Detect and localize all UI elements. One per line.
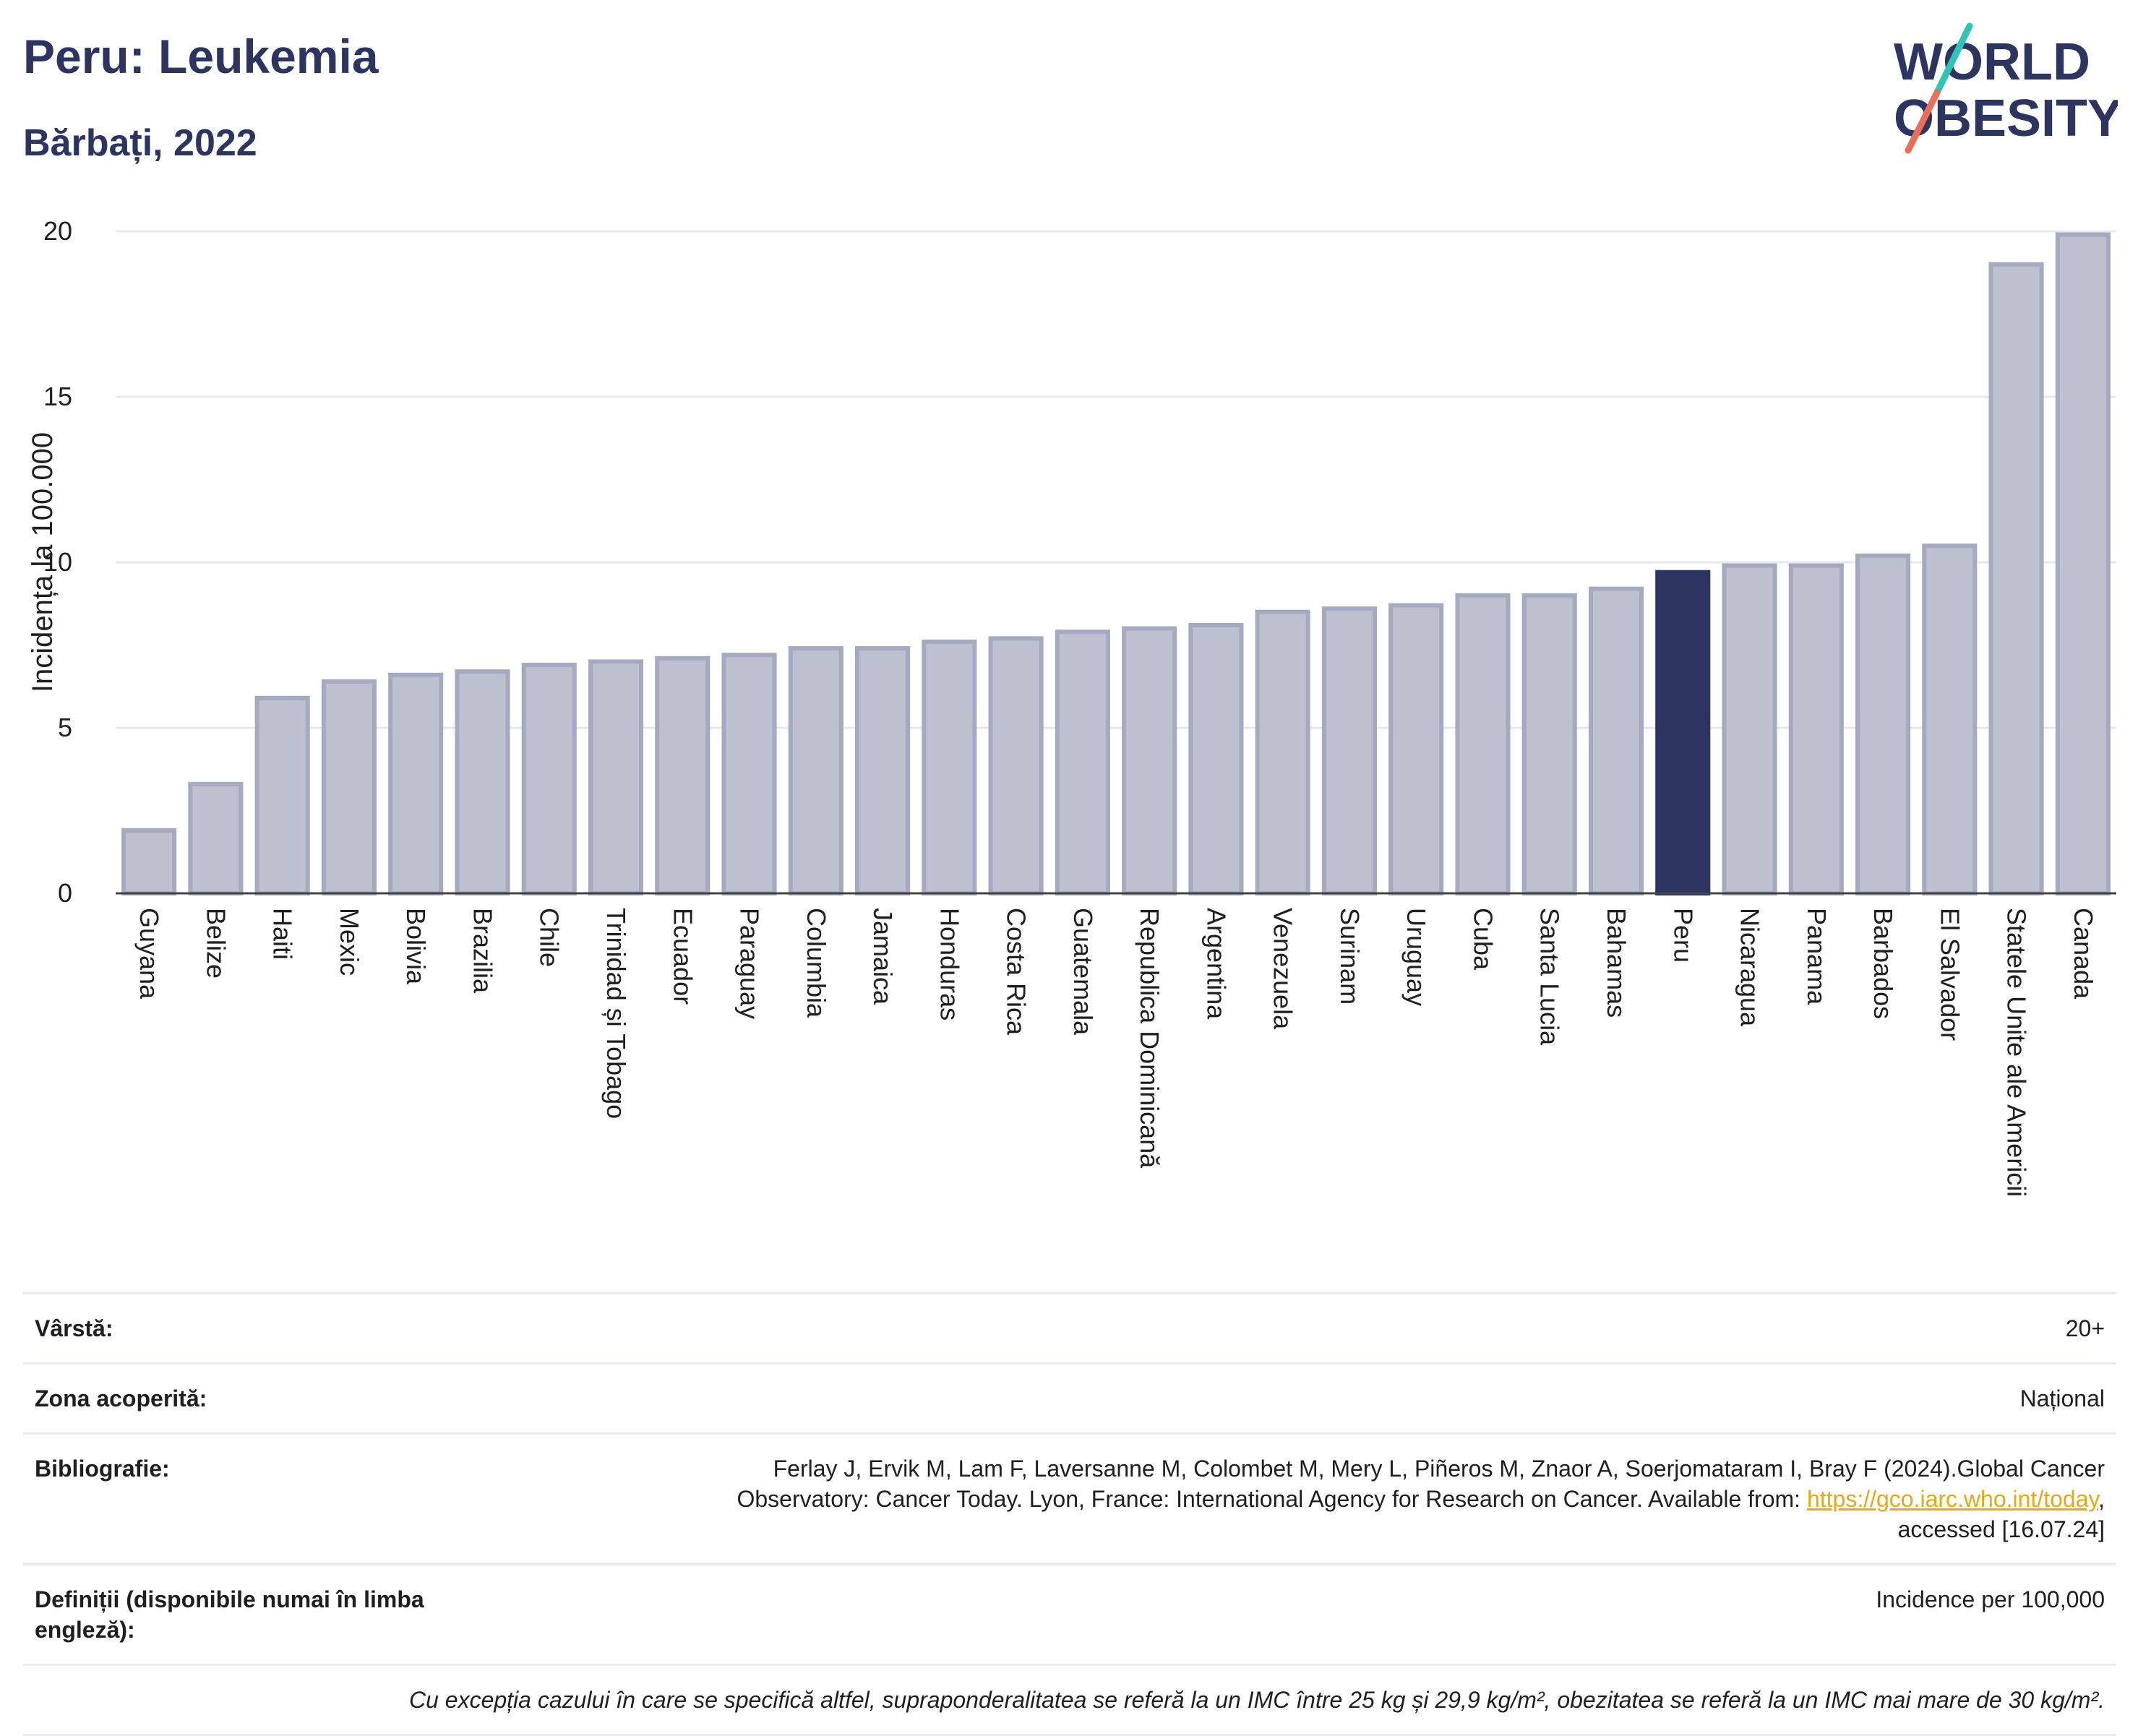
x-tick-label: Belize — [201, 908, 231, 979]
x-tick-label: Paraguay — [735, 908, 765, 1019]
bibliography-text-2: Observatory: Cancer Today. Lyon, France:… — [737, 1486, 1801, 1512]
bar — [1855, 553, 1911, 896]
bar — [988, 636, 1044, 896]
bar — [1922, 543, 1978, 895]
world-obesity-logo: WORLD OBESITY — [1894, 22, 2118, 154]
info-row-age: Vârstă: 20+ — [23, 1293, 2116, 1364]
info-row-area: Zona acoperită: Național — [23, 1363, 2116, 1434]
x-tick-label: Cuba — [1468, 908, 1498, 971]
bar — [855, 646, 911, 896]
y-tick-label: 0 — [58, 878, 72, 908]
x-tick-label: Trinidad și Tobago — [601, 908, 631, 1119]
x-tick-label: Brazilia — [468, 908, 497, 994]
bar — [388, 672, 444, 895]
bar — [1588, 586, 1644, 895]
x-tick-label: Argentina — [1201, 908, 1231, 1020]
x-tick-label: Bolivia — [401, 908, 431, 985]
definitions-label: Definiții (disponibile numai în limba en… — [35, 1586, 424, 1643]
bar — [1521, 593, 1577, 895]
x-tick-label: Uruguay — [1401, 908, 1431, 1006]
bar — [521, 662, 577, 895]
area-value: Național — [2019, 1385, 2105, 1411]
y-tick-label: 5 — [58, 713, 72, 742]
info-row-bibliography: Bibliografie: Ferlay J, Ervik M, Lam F, … — [23, 1433, 2116, 1565]
bar — [121, 828, 177, 895]
y-axis-label: Incidența la 100.000 — [27, 432, 59, 692]
x-tick-label: Surinam — [1335, 908, 1365, 1005]
y-tick-label: 10 — [43, 547, 72, 577]
bar — [2055, 232, 2111, 895]
bar — [1388, 603, 1444, 895]
bar — [721, 653, 777, 895]
bibliography-text-1: Ferlay J, Ervik M, Lam F, Laversanne M, … — [773, 1456, 2105, 1482]
info-row-note: Cu excepția cazului în care se specifică… — [23, 1664, 2116, 1735]
x-tick-label: Jamaica — [868, 908, 898, 1005]
bar — [188, 781, 244, 895]
age-value: 20+ — [2065, 1315, 2105, 1341]
x-tick-label: Columbia — [802, 908, 831, 1018]
bar — [655, 656, 710, 895]
bibliography-value: Ferlay J, Ervik M, Lam F, Laversanne M, … — [737, 1456, 2105, 1542]
age-label: Vârstă: — [35, 1315, 113, 1341]
page-subtitle: Bărbați, 2022 — [23, 122, 257, 164]
x-tick-label: Honduras — [935, 908, 964, 1020]
logo-slash-top — [1933, 22, 1973, 96]
x-tick-label: Santa Lucia — [1535, 908, 1565, 1046]
x-tick-label: Chile — [535, 908, 564, 967]
page-title: Peru: Leukemia — [23, 30, 379, 83]
bibliography-text-3: accessed [16.07.24] — [1897, 1516, 2105, 1542]
bibliography-label: Bibliografie: — [35, 1456, 170, 1482]
bar — [1255, 609, 1310, 895]
logo-slash-bottom — [1905, 89, 1941, 154]
footnote: Cu excepția cazului în care se specifică… — [408, 1687, 2105, 1713]
x-tick-label: Canada — [2069, 908, 2098, 1000]
definitions-value: Incidence per 100,000 — [1876, 1586, 2105, 1612]
info-table: Vârstă: 20+ Zona acoperită: Național Bib… — [23, 1292, 2116, 1736]
x-tick-label: Panama — [1802, 908, 1832, 1005]
x-tick-label: Bahamas — [1602, 908, 1631, 1018]
bar — [1722, 563, 1777, 896]
bar — [788, 646, 843, 896]
x-tick-label: Mexic — [335, 908, 364, 976]
bar — [922, 639, 977, 895]
x-tick-label: Statele Unite ale Americii — [2002, 908, 2032, 1197]
x-tick-label: Nicaragua — [1735, 908, 1765, 1027]
bar — [254, 695, 310, 896]
logo-line-1: WORLD — [1894, 33, 2090, 91]
x-tick-label: Peru — [1668, 908, 1698, 963]
bar — [1055, 629, 1110, 895]
bar-highlight — [1655, 570, 1711, 895]
x-tick-label: Costa Rica — [1002, 908, 1031, 1036]
area-label: Zona acoperită: — [35, 1385, 207, 1411]
bibliography-link[interactable]: https://gco.iarc.who.int/today — [1806, 1486, 2099, 1512]
x-tick-label: El Salvador — [1935, 908, 1965, 1041]
x-tick-label: Barbados — [1868, 908, 1898, 1019]
bar — [588, 659, 644, 896]
bar — [1188, 623, 1244, 896]
bar — [321, 679, 377, 895]
bar-chart: 0 5 10 15 20 Incidența la 100.000 Guyana Belize… — [27, 216, 2116, 1197]
info-row-definitions: Definiții (disponibile numai în limba en… — [23, 1564, 2116, 1665]
x-tick-label: Guyana — [134, 908, 164, 1000]
x-tick-label: Ecuador — [668, 908, 697, 1005]
x-tick-label: Guatemala — [1068, 908, 1098, 1036]
bar — [1455, 593, 1511, 895]
bar — [1321, 606, 1377, 895]
bar — [455, 669, 510, 895]
bar — [1788, 563, 1844, 896]
x-tick-label: Republica Dominicană — [1135, 908, 1164, 1169]
y-tick-label: 20 — [43, 216, 72, 246]
bar — [1988, 262, 2044, 895]
y-tick-label: 15 — [43, 382, 72, 411]
bar — [1122, 626, 1177, 895]
x-tick-label: Haiti — [268, 908, 298, 960]
x-tick-label: Venezuela — [1268, 908, 1298, 1030]
